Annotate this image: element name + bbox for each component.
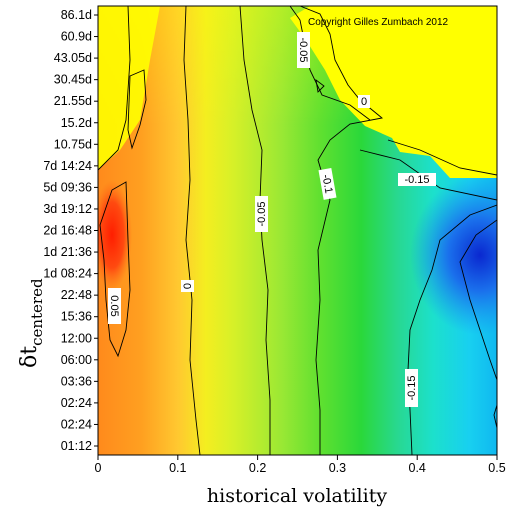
contour-label-6: 0 [358, 95, 370, 108]
contour-label-text: 0 [361, 96, 367, 108]
contour-label-text: -0.15 [406, 375, 418, 400]
y-tick-label: 2d 16:48 [43, 224, 92, 238]
x-tick-label: 0.2 [249, 461, 266, 475]
y-tick-label: 21.55d [54, 94, 92, 108]
y-tick-label: 5d 09:36 [43, 180, 92, 194]
contour-0.05-loop-top [127, 69, 147, 150]
copyright-annotation: Copyright Gilles Zumbach 2012 [308, 17, 449, 28]
y-axis-ticks: 01:12 02:24 02:24 03:36 06:00 12:00 15:36 22:48… [43, 8, 98, 453]
y-tick-label: 1d 08:24 [43, 267, 92, 281]
y-tick-label: 10.75d [54, 137, 92, 151]
contour-label-bg [108, 288, 121, 324]
contour-minus0.2-small [493, 404, 497, 429]
contour-label-bg [398, 173, 436, 186]
y-axis-title-main: δt [17, 346, 42, 368]
y-axis-title-sub: centered [28, 278, 46, 346]
heatmap-red-region [98, 180, 132, 290]
y-tick-label: 15.2d [61, 116, 92, 130]
contour-label-bg [405, 369, 418, 407]
y-tick-label: 01:12 [61, 439, 92, 453]
x-tick-label: 0.5 [488, 461, 505, 475]
y-tick-label: 15:36 [61, 310, 92, 324]
heatmap-yellow-plateau [290, 6, 497, 178]
contour-label-3: -0.05 [297, 32, 310, 68]
x-tick-label: 0 [95, 461, 102, 475]
contour-0 [183, 6, 201, 455]
contour-label-text: -0.1 [319, 174, 334, 195]
y-axis-title: δtcentered [17, 278, 46, 368]
x-axis-ticks: 0 0.1 0.2 0.3 0.4 0.5 [95, 455, 506, 475]
contour-0.05-loop [99, 181, 131, 358]
contour-label-5: -0.1 [318, 168, 337, 200]
x-axis-title: historical volatility [207, 485, 387, 507]
contour-label-text: -0.15 [404, 174, 429, 186]
contour-label-7: -0.15 [398, 173, 436, 186]
y-tick-label: 7d 14:24 [43, 159, 92, 173]
contour-label-4: -0.05 [255, 196, 268, 232]
contour-minus0.2-loop [459, 219, 497, 381]
y-axis-title-text: δtcentered [17, 278, 46, 368]
y-tick-label: 30.45d [54, 73, 92, 87]
y-tick-label: 02:24 [61, 417, 92, 431]
heatmap-field [98, 6, 497, 455]
contour-0-left [98, 6, 131, 171]
y-tick-label: 22:48 [61, 288, 92, 302]
y-tick-label: 12:00 [61, 331, 92, 345]
contour-labels: 0.05 0 -0.05 -0.05 -0.1 0 -0.15 -0.15 [108, 32, 436, 407]
y-tick-label: 86.1d [61, 8, 92, 22]
heatmap-blue-region [410, 175, 497, 335]
x-tick-label: 0.3 [329, 461, 346, 475]
contour-label-bg [318, 168, 337, 200]
heatmap-yellow-corner [98, 6, 160, 170]
contour-label-bg [358, 95, 370, 108]
contour-label-1: 0.05 [108, 288, 121, 324]
x-tick-label: 0.4 [409, 461, 426, 475]
y-tick-label: 43.05d [54, 51, 92, 65]
contour-minus0.05-upper [289, 6, 371, 121]
y-tick-label: 3d 19:12 [43, 202, 92, 216]
y-tick-label: 60.9d [61, 30, 92, 44]
contour-label-bg [181, 280, 194, 292]
contour-label-text: 0.05 [108, 295, 120, 316]
contour-label-text: 0 [182, 283, 194, 289]
x-tick-label: 0.1 [169, 461, 186, 475]
contour-label-bg [297, 32, 310, 68]
contour-label-bg [255, 196, 268, 232]
contour-label-text: -0.05 [256, 201, 268, 226]
contour-label-text: -0.05 [297, 37, 309, 62]
y-tick-label: 03:36 [61, 374, 92, 388]
contour-0-small [315, 78, 325, 93]
contour-minus0.1 [299, 6, 384, 455]
y-tick-label: 02:24 [61, 396, 92, 410]
y-tick-label: 06:00 [61, 353, 92, 367]
contour-minus0.15 [387, 139, 497, 176]
contour-label-2: 0 [181, 280, 194, 292]
contour-label-8: -0.15 [405, 369, 418, 407]
y-tick-label: 1d 21:36 [43, 245, 92, 259]
